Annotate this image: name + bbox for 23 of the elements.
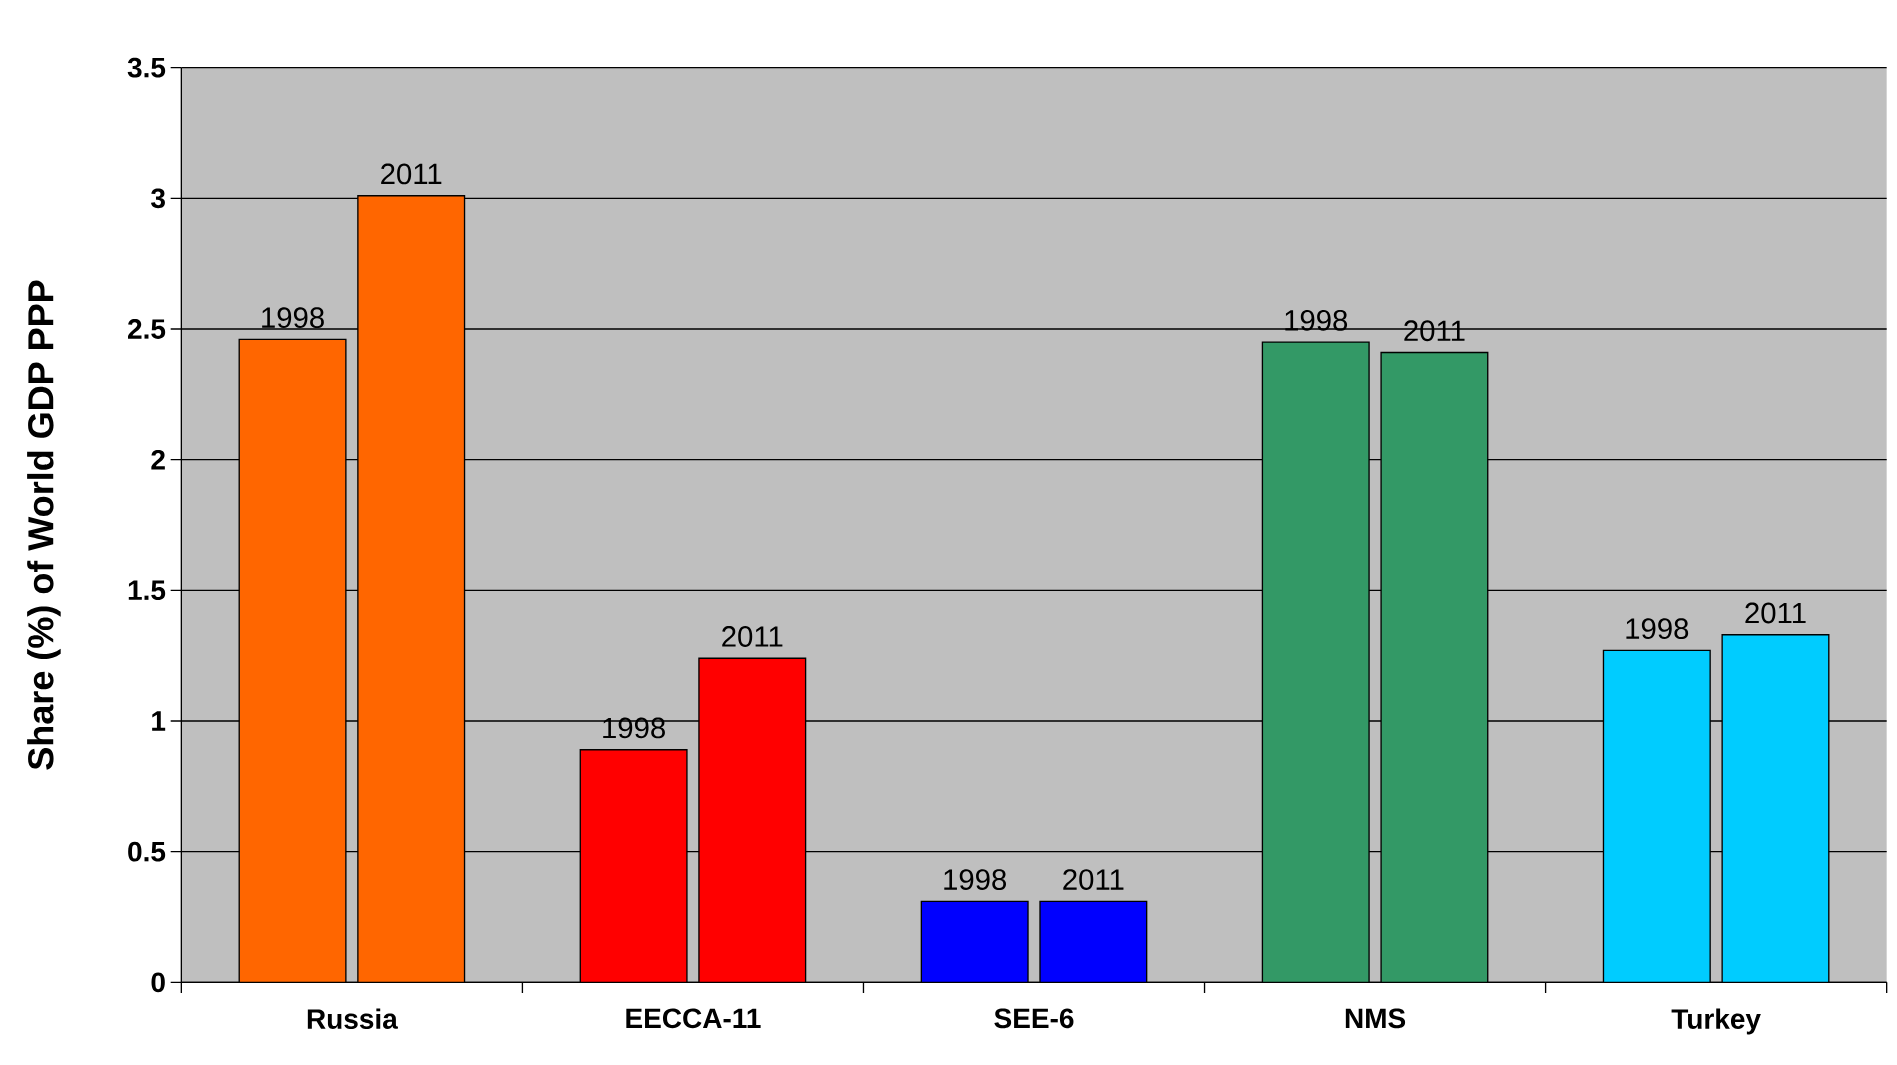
y-tick-label: 1.5 — [128, 580, 166, 601]
x-tick-label: SEE-6 — [994, 1008, 1074, 1029]
x-tick-label: Turkey — [1671, 1008, 1761, 1035]
y-tick-label: 3 — [151, 188, 165, 209]
y-tick-label: 1 — [152, 711, 166, 731]
text: 2011 — [722, 626, 783, 647]
y-axis-title: Share (%) of World GDP PPP — [27, 280, 61, 770]
x-tick-label: Russia — [307, 1008, 398, 1029]
x-tick-label: NMS — [1345, 1008, 1406, 1029]
series-label: 1998 — [262, 307, 324, 329]
y-tick-label: 0.5 — [128, 841, 166, 862]
text: 1998 — [1285, 309, 1348, 331]
y-tick-label: 0 — [151, 972, 165, 993]
text: 1998 — [944, 869, 1007, 890]
text: 1998 — [603, 717, 665, 739]
text: 2011 — [1745, 602, 1806, 624]
y-tick-label: 2 — [151, 449, 165, 470]
series-label: 2011 — [381, 163, 442, 185]
text: 1998 — [1626, 618, 1689, 640]
y-tick-label: 2.5 — [128, 319, 166, 339]
text: 2011 — [1063, 869, 1124, 890]
x-tick-label: EECCA-11 — [626, 1008, 761, 1029]
y-tick-label: 3.5 — [127, 57, 166, 78]
